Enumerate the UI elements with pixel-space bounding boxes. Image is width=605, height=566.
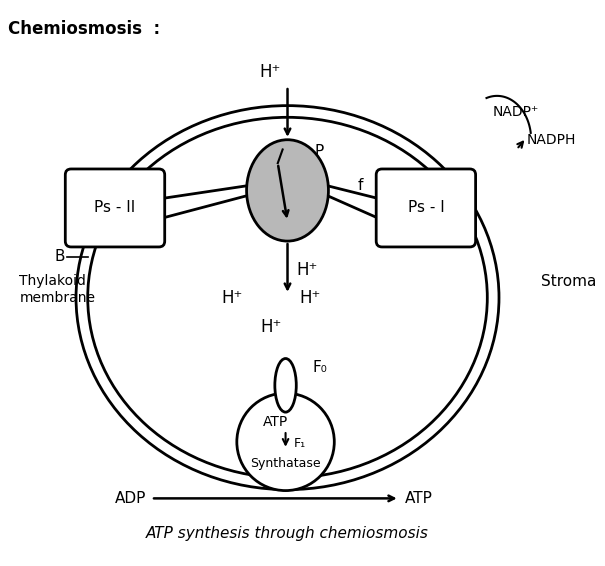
- Text: H⁺: H⁺: [260, 63, 281, 82]
- Text: membrane: membrane: [19, 290, 96, 305]
- Text: Stroma: Stroma: [541, 273, 597, 289]
- Text: ATP: ATP: [263, 415, 289, 430]
- Text: F₀: F₀: [313, 361, 328, 375]
- Ellipse shape: [76, 106, 499, 490]
- Text: f: f: [358, 178, 363, 193]
- Text: Chemiosmosis  :: Chemiosmosis :: [8, 20, 160, 38]
- Text: NADP⁺: NADP⁺: [492, 105, 538, 119]
- Text: F₁: F₁: [293, 438, 306, 451]
- Text: ATP: ATP: [405, 491, 433, 506]
- Text: H⁺: H⁺: [260, 318, 282, 336]
- Text: ATP synthesis through chemiosmosis: ATP synthesis through chemiosmosis: [146, 526, 429, 541]
- Text: ADP: ADP: [115, 491, 146, 506]
- Ellipse shape: [99, 129, 476, 466]
- Text: NADPH: NADPH: [526, 133, 576, 147]
- FancyBboxPatch shape: [376, 169, 476, 247]
- Text: H⁺: H⁺: [299, 289, 321, 307]
- Text: H⁺: H⁺: [296, 261, 318, 280]
- Circle shape: [237, 393, 335, 491]
- Text: P: P: [315, 144, 324, 159]
- Ellipse shape: [247, 140, 329, 241]
- Ellipse shape: [88, 117, 487, 478]
- Text: Synthatase: Synthatase: [250, 457, 321, 470]
- Text: Thylakoid: Thylakoid: [19, 274, 87, 288]
- Text: B: B: [55, 249, 65, 264]
- Text: H⁺: H⁺: [221, 289, 243, 307]
- Text: Ps - II: Ps - II: [94, 200, 136, 216]
- Text: Ps - I: Ps - I: [408, 200, 444, 216]
- FancyBboxPatch shape: [65, 169, 165, 247]
- Ellipse shape: [275, 358, 296, 412]
